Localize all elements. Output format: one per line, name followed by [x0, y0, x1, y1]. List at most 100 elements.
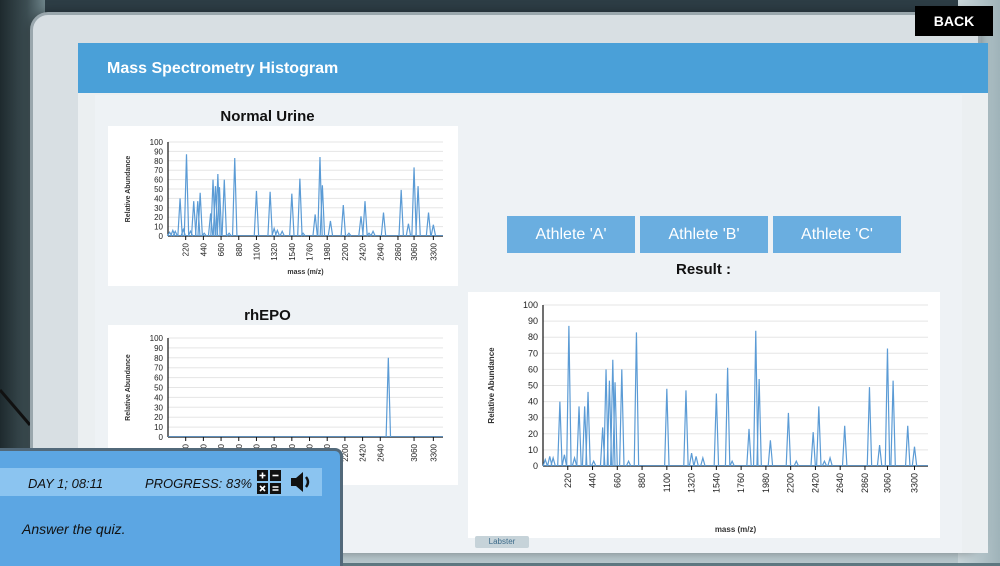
spectrum-peak: [366, 232, 372, 237]
page-title: Mass Spectrometry Histogram: [107, 60, 339, 77]
x-tick-label: 3300: [429, 242, 438, 260]
x-tick-label: 1980: [761, 473, 771, 493]
y-tick-label: 30: [154, 403, 163, 412]
y-tick-label: 60: [154, 374, 163, 383]
spectrum-peak: [566, 325, 572, 467]
x-axis-label: mass (m/z): [287, 269, 323, 276]
y-tick-label: 90: [154, 344, 163, 353]
progress-value: 83%: [226, 476, 253, 491]
y-tick-label: 50: [154, 384, 163, 393]
y-tick-label: 0: [159, 232, 164, 241]
spectrum-peak: [177, 198, 183, 237]
spectrum-peak: [346, 232, 352, 237]
y-tick-label: 10: [528, 445, 538, 455]
x-tick-label: 3300: [909, 473, 919, 493]
spectrum-peak: [300, 232, 306, 237]
y-tick-label: 0: [533, 461, 538, 471]
x-tick-label: 2200: [786, 473, 796, 493]
x-tick-label: 1100: [662, 473, 672, 492]
spectrum-peak: [625, 459, 632, 467]
spectrum-peak: [340, 204, 347, 237]
result-chart: 0 10 20 30 40 50 60 70 80 90 100 220 440 660 880 1100 13…: [468, 292, 940, 538]
hud-status-bar: DAY 1; 08:11 PROGRESS: 83%: [0, 468, 322, 496]
x-tick-label: 1320: [270, 242, 279, 260]
calculator-icon[interactable]: [257, 470, 281, 494]
y-tick-label: 40: [528, 397, 538, 407]
y-tick-label: 20: [154, 413, 163, 422]
spectrum-peak: [876, 445, 883, 467]
x-tick-label: 1100: [252, 242, 261, 260]
x-tick-label: 2200: [341, 443, 350, 461]
spectrum-peak: [612, 382, 618, 467]
spectrum-peak: [585, 391, 591, 467]
x-tick-label: 660: [612, 473, 622, 488]
spectrum-peak: [884, 348, 891, 467]
spectrum-peak: [215, 173, 221, 237]
y-tick-label: 100: [523, 300, 538, 310]
y-tick-label: 100: [150, 334, 164, 343]
back-button[interactable]: BACK: [915, 6, 993, 36]
spectrum-peak: [746, 428, 752, 467]
hud-panel: DAY 1; 08:11 PROGRESS: 83% Answer the qu…: [0, 448, 343, 566]
y-tick-label: 10: [154, 223, 163, 232]
spectrum-peak: [221, 179, 228, 237]
spectrum-peak: [267, 191, 273, 237]
x-tick-label: 2640: [376, 443, 385, 461]
spectrum-peak: [358, 216, 364, 237]
spectrum-peak: [767, 440, 774, 467]
spectrum-peak: [700, 455, 706, 467]
x-tick-label: 880: [637, 473, 647, 488]
spectrum-peak: [405, 223, 412, 237]
y-tick-label: 80: [154, 157, 163, 166]
y-tick-label: 0: [159, 433, 164, 442]
spectrum-peak: [279, 229, 285, 237]
spectrum-peak: [319, 185, 326, 237]
x-tick-label: 220: [563, 473, 573, 488]
x-tick-label: 2420: [359, 242, 368, 260]
x-tick-label: 1980: [323, 242, 332, 260]
spectrum-peak: [713, 393, 720, 467]
spectrum-peak: [253, 190, 260, 237]
spectrum-peak: [201, 232, 207, 237]
spectrum-peak: [398, 189, 404, 237]
y-tick-label: 60: [154, 176, 163, 185]
spectrum-peak: [425, 212, 432, 237]
athlete-a-button[interactable]: Athlete 'A': [507, 216, 635, 253]
spectrum-peak: [724, 367, 731, 467]
spectrum-peak: [415, 186, 421, 237]
cable-decoration: [0, 389, 32, 426]
athlete-c-button[interactable]: Athlete 'C': [773, 216, 901, 253]
progress-label: PROGRESS:: [145, 476, 223, 491]
x-tick-label: 3060: [882, 473, 892, 493]
spectrum-peak: [197, 192, 203, 237]
spectrum-peak: [194, 201, 201, 237]
athlete-b-button[interactable]: Athlete 'B': [640, 216, 768, 253]
y-tick-label: 70: [154, 166, 163, 175]
y-tick-label: 70: [528, 348, 538, 358]
x-tick-label: 2640: [835, 473, 845, 493]
x-tick-label: 2200: [341, 242, 350, 260]
spectrum-peak: [904, 425, 911, 467]
spectrum-peak: [370, 229, 376, 237]
spectrum-peak: [362, 201, 368, 237]
normal-urine-chart: 0 10 20 30 40 50 60 70 80 90 100 220 440 660 880 1100 13…: [108, 126, 458, 286]
spectrum-peak: [890, 380, 896, 467]
spectrum-peak: [793, 459, 800, 467]
spectrum-peak: [312, 214, 318, 237]
x-tick-label: 3300: [429, 443, 438, 461]
y-tick-label: 40: [154, 194, 163, 203]
spectrum-peak: [571, 455, 578, 467]
x-tick-label: 1320: [687, 473, 697, 493]
y-tick-label: 90: [154, 147, 163, 156]
speaker-icon[interactable]: [289, 470, 315, 494]
y-axis-label: Relative Abundance: [487, 347, 496, 424]
spectrum-peak: [810, 432, 816, 467]
spectrum-peak: [226, 232, 232, 237]
y-tick-label: 30: [528, 413, 538, 423]
spectrum-peak: [816, 406, 822, 467]
x-tick-label: 2640: [376, 242, 385, 260]
x-tick-label: 1540: [288, 242, 297, 260]
x-tick-label: 3060: [410, 242, 419, 260]
y-tick-label: 40: [154, 393, 163, 402]
